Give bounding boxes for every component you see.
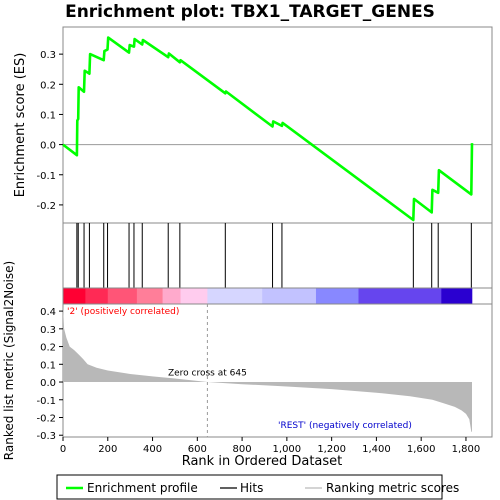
hits-panel [62, 222, 493, 289]
metric-y-tick-label: -0.2 [36, 413, 56, 424]
chart-title: Enrichment plot: TBX1_TARGET_GENES [65, 2, 435, 22]
x-axis-label: Rank in Ordered Dataset [182, 454, 343, 469]
ranking-metric-area [63, 305, 472, 432]
color-bar-segment [262, 288, 317, 304]
es-y-tick-label: -0.1 [36, 171, 56, 182]
es-panel: -0.2 -0.1 0.0 0.1 0.2 0.3 Enrichment score (ES… [13, 26, 493, 224]
color-bar-segment [107, 288, 138, 304]
zero-cross-label: Zero cross at 645 [168, 368, 247, 378]
legend-label: Hits [240, 481, 263, 495]
metric-y-tick-label: 0.2 [40, 343, 56, 354]
es-y-axis-label: Enrichment score (ES) [13, 53, 28, 198]
metric-y-axis-label: Ranked list metric (Signal2Noise) [2, 261, 16, 460]
color-bar-segment [180, 288, 208, 304]
es-y-tick-label: 0.1 [40, 110, 56, 121]
positive-correlation-label: '2' (positively correlated) [67, 307, 179, 317]
x-tick-label: 600 [188, 444, 207, 455]
x-tick-label: 1,400 [362, 444, 391, 455]
es-y-tick-label: 0.0 [40, 141, 56, 152]
metric-y-tick-label: -0.1 [36, 396, 56, 407]
hits-frame [62, 222, 493, 289]
color-bar-segment [358, 288, 442, 304]
x-tick-label: 200 [98, 444, 117, 455]
x-tick-label: 400 [143, 444, 162, 455]
metric-y-tick-label: 0.4 [40, 307, 56, 318]
es-y-tick-label: 0.2 [40, 80, 56, 91]
es-y-tick-label: -0.2 [36, 201, 56, 212]
metric-y-tick-label: 0.0 [40, 378, 56, 389]
negative-correlation-label: 'REST' (negatively correlated) [278, 421, 412, 431]
legend-box [56, 474, 443, 500]
ranking-color-bar [62, 287, 493, 305]
color-bar-segment [315, 288, 359, 304]
color-bar-segment [85, 288, 109, 304]
x-tick-label: 1,000 [273, 444, 302, 455]
color-bar-segment [441, 288, 473, 304]
es-y-tick-label: 0.3 [40, 50, 56, 61]
enrichment-profile-line [62, 36, 474, 222]
metric-frame [62, 303, 493, 438]
color-bar-segment [162, 288, 181, 304]
color-bar-segment [136, 288, 163, 304]
color-bar-segment [207, 288, 263, 304]
metric-y-tick-label: -0.3 [36, 431, 56, 442]
metric-y-tick-label: 0.3 [40, 325, 56, 336]
metric-y-tick-label: 0.1 [40, 360, 56, 371]
x-tick-label: 0 [60, 444, 66, 455]
x-tick-label: 1,200 [317, 444, 346, 455]
legend-label: Ranking metric scores [326, 481, 459, 495]
x-tick-label: 1,800 [452, 444, 481, 455]
x-tick-label: 800 [233, 444, 252, 455]
legend-label: Enrichment profile [87, 481, 198, 495]
metric-panel: -0.3 -0.2 -0.1 0.0 0.1 0.2 0.3 0.4 Zero cross at… [2, 261, 493, 460]
color-bar-segment [63, 288, 86, 304]
legend: Enrichment profile Hits Ranking metric sco… [56, 474, 459, 500]
x-tick-label: 1,600 [407, 444, 436, 455]
